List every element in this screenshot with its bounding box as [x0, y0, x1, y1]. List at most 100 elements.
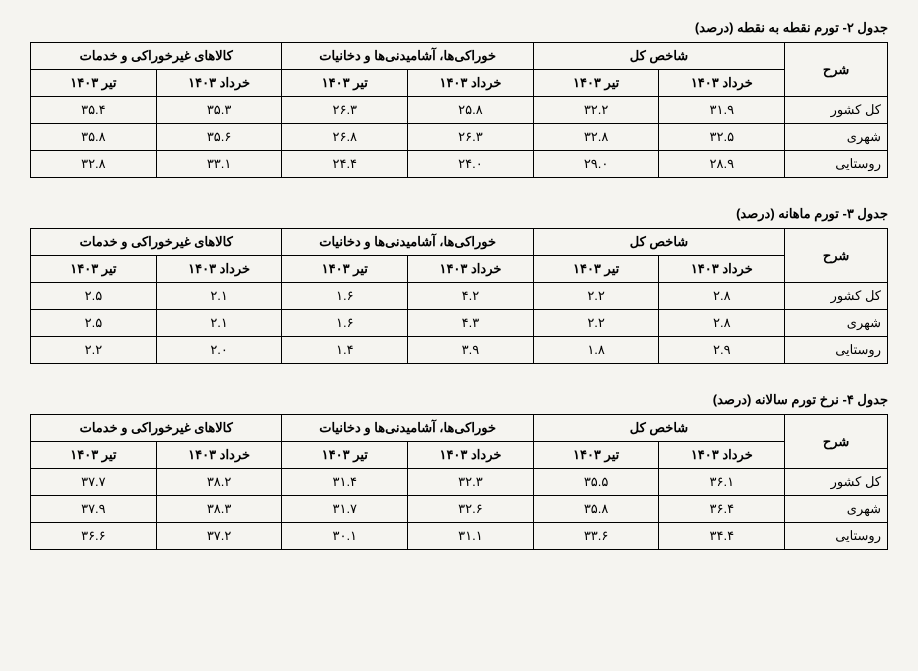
column-group-header: شاخص کل [533, 43, 784, 70]
data-cell: ۴.۳ [408, 310, 534, 337]
table-block-2: جدول ۴- نرخ تورم سالانه (درصد) شرحشاخص کل… [30, 392, 888, 550]
column-sub-header: خرداد ۱۴۰۳ [156, 256, 282, 283]
row-label: کل کشور [785, 97, 888, 124]
data-cell: ۲.۵ [31, 283, 157, 310]
row-label: کل کشور [785, 469, 888, 496]
data-cell: ۳۶.۶ [31, 523, 157, 550]
data-cell: ۲۶.۳ [282, 97, 408, 124]
table-row: کل کشور۲.۸۲.۲۴.۲۱.۶۲.۱۲.۵ [31, 283, 888, 310]
column-sub-header: خرداد ۱۴۰۳ [408, 256, 534, 283]
row-label: شهری [785, 496, 888, 523]
data-cell: ۳.۹ [408, 337, 534, 364]
data-cell: ۳۲.۲ [533, 97, 659, 124]
data-table: شرحشاخص کلخوراکی‌ها، آشامیدنی‌ها و دخانی… [30, 228, 888, 364]
column-sub-header: خرداد ۱۴۰۳ [408, 442, 534, 469]
column-group-header: کالاهای غیرخوراکی و خدمات [31, 43, 282, 70]
data-cell: ۲.۵ [31, 310, 157, 337]
data-cell: ۱.۶ [282, 283, 408, 310]
column-sub-header: تیر ۱۴۰۳ [31, 442, 157, 469]
table-row: روستایی۲۸.۹۲۹.۰۲۴.۰۲۴.۴۳۳.۱۳۲.۸ [31, 151, 888, 178]
column-group-header: شاخص کل [533, 229, 784, 256]
data-cell: ۲.۹ [659, 337, 785, 364]
data-cell: ۲.۱ [156, 310, 282, 337]
column-sub-header: خرداد ۱۴۰۳ [156, 442, 282, 469]
data-cell: ۲.۲ [533, 310, 659, 337]
table-title: جدول ۲- تورم نقطه به نقطه (درصد) [30, 20, 888, 36]
column-sub-header: خرداد ۱۴۰۳ [659, 70, 785, 97]
data-cell: ۳۶.۴ [659, 496, 785, 523]
data-cell: ۳۲.۳ [408, 469, 534, 496]
table-row: شهری۲.۸۲.۲۴.۳۱.۶۲.۱۲.۵ [31, 310, 888, 337]
data-cell: ۳۷.۷ [31, 469, 157, 496]
column-sub-header: خرداد ۱۴۰۳ [659, 256, 785, 283]
data-cell: ۲.۱ [156, 283, 282, 310]
data-cell: ۳۳.۱ [156, 151, 282, 178]
data-cell: ۳۲.۶ [408, 496, 534, 523]
tables-container: جدول ۲- تورم نقطه به نقطه (درصد)شرحشاخص … [30, 20, 888, 550]
data-cell: ۳۱.۹ [659, 97, 785, 124]
data-cell: ۲.۸ [659, 310, 785, 337]
column-group-header: خوراکی‌ها، آشامیدنی‌ها و دخانیات [282, 229, 533, 256]
data-cell: ۳۸.۲ [156, 469, 282, 496]
data-cell: ۲۶.۸ [282, 124, 408, 151]
table-title: جدول ۳- تورم ماهانه (درصد) [30, 206, 888, 222]
data-cell: ۲.۲ [31, 337, 157, 364]
column-sub-header: تیر ۱۴۰۳ [31, 256, 157, 283]
data-cell: ۳۶.۱ [659, 469, 785, 496]
data-cell: ۲۶.۳ [408, 124, 534, 151]
data-cell: ۲۴.۴ [282, 151, 408, 178]
column-sub-header: خرداد ۱۴۰۳ [659, 442, 785, 469]
data-cell: ۳۲.۸ [533, 124, 659, 151]
data-cell: ۳۵.۸ [31, 124, 157, 151]
table-row: روستایی۲.۹۱.۸۳.۹۱.۴۲.۰۲.۲ [31, 337, 888, 364]
data-cell: ۲۹.۰ [533, 151, 659, 178]
data-cell: ۳۱.۱ [408, 523, 534, 550]
data-table: شرحشاخص کلخوراکی‌ها، آشامیدنی‌ها و دخانی… [30, 414, 888, 550]
data-cell: ۳۷.۲ [156, 523, 282, 550]
column-sub-header: تیر ۱۴۰۳ [31, 70, 157, 97]
table-row: روستایی۳۴.۴۳۳.۶۳۱.۱۳۰.۱۳۷.۲۳۶.۶ [31, 523, 888, 550]
column-sub-header: تیر ۱۴۰۳ [282, 256, 408, 283]
table-row: شهری۳۲.۵۳۲.۸۲۶.۳۲۶.۸۳۵.۶۳۵.۸ [31, 124, 888, 151]
row-label: شهری [785, 124, 888, 151]
data-cell: ۳۵.۶ [156, 124, 282, 151]
column-sub-header: تیر ۱۴۰۳ [533, 70, 659, 97]
column-sub-header: تیر ۱۴۰۳ [282, 70, 408, 97]
data-cell: ۳۰.۱ [282, 523, 408, 550]
row-label: روستایی [785, 337, 888, 364]
row-label: روستایی [785, 151, 888, 178]
data-cell: ۳۵.۸ [533, 496, 659, 523]
column-header-desc: شرح [785, 43, 888, 97]
data-cell: ۳۷.۹ [31, 496, 157, 523]
data-cell: ۲.۸ [659, 283, 785, 310]
column-sub-header: خرداد ۱۴۰۳ [408, 70, 534, 97]
column-group-header: کالاهای غیرخوراکی و خدمات [31, 229, 282, 256]
row-label: روستایی [785, 523, 888, 550]
column-group-header: خوراکی‌ها، آشامیدنی‌ها و دخانیات [282, 43, 533, 70]
row-label: کل کشور [785, 283, 888, 310]
data-cell: ۴.۲ [408, 283, 534, 310]
data-cell: ۳۲.۸ [31, 151, 157, 178]
table-block-1: جدول ۳- تورم ماهانه (درصد) شرحشاخص کلخورا… [30, 206, 888, 364]
table-row: کل کشور۳۱.۹۳۲.۲۲۵.۸۲۶.۳۳۵.۳۳۵.۴ [31, 97, 888, 124]
table-row: شهری۳۶.۴۳۵.۸۳۲.۶۳۱.۷۳۸.۳۳۷.۹ [31, 496, 888, 523]
data-cell: ۱.۶ [282, 310, 408, 337]
column-sub-header: خرداد ۱۴۰۳ [156, 70, 282, 97]
table-row: کل کشور۳۶.۱۳۵.۵۳۲.۳۳۱.۴۳۸.۲۳۷.۷ [31, 469, 888, 496]
column-header-desc: شرح [785, 415, 888, 469]
table-title: جدول ۴- نرخ تورم سالانه (درصد) [30, 392, 888, 408]
column-group-header: خوراکی‌ها، آشامیدنی‌ها و دخانیات [282, 415, 533, 442]
data-cell: ۳۵.۳ [156, 97, 282, 124]
data-cell: ۳۳.۶ [533, 523, 659, 550]
data-cell: ۳۵.۴ [31, 97, 157, 124]
data-cell: ۲۴.۰ [408, 151, 534, 178]
data-cell: ۲۵.۸ [408, 97, 534, 124]
data-cell: ۲.۲ [533, 283, 659, 310]
data-cell: ۲.۰ [156, 337, 282, 364]
data-table: شرحشاخص کلخوراکی‌ها، آشامیدنی‌ها و دخانی… [30, 42, 888, 178]
data-cell: ۳۲.۵ [659, 124, 785, 151]
column-sub-header: تیر ۱۴۰۳ [533, 442, 659, 469]
column-group-header: شاخص کل [533, 415, 784, 442]
data-cell: ۳۱.۴ [282, 469, 408, 496]
column-header-desc: شرح [785, 229, 888, 283]
